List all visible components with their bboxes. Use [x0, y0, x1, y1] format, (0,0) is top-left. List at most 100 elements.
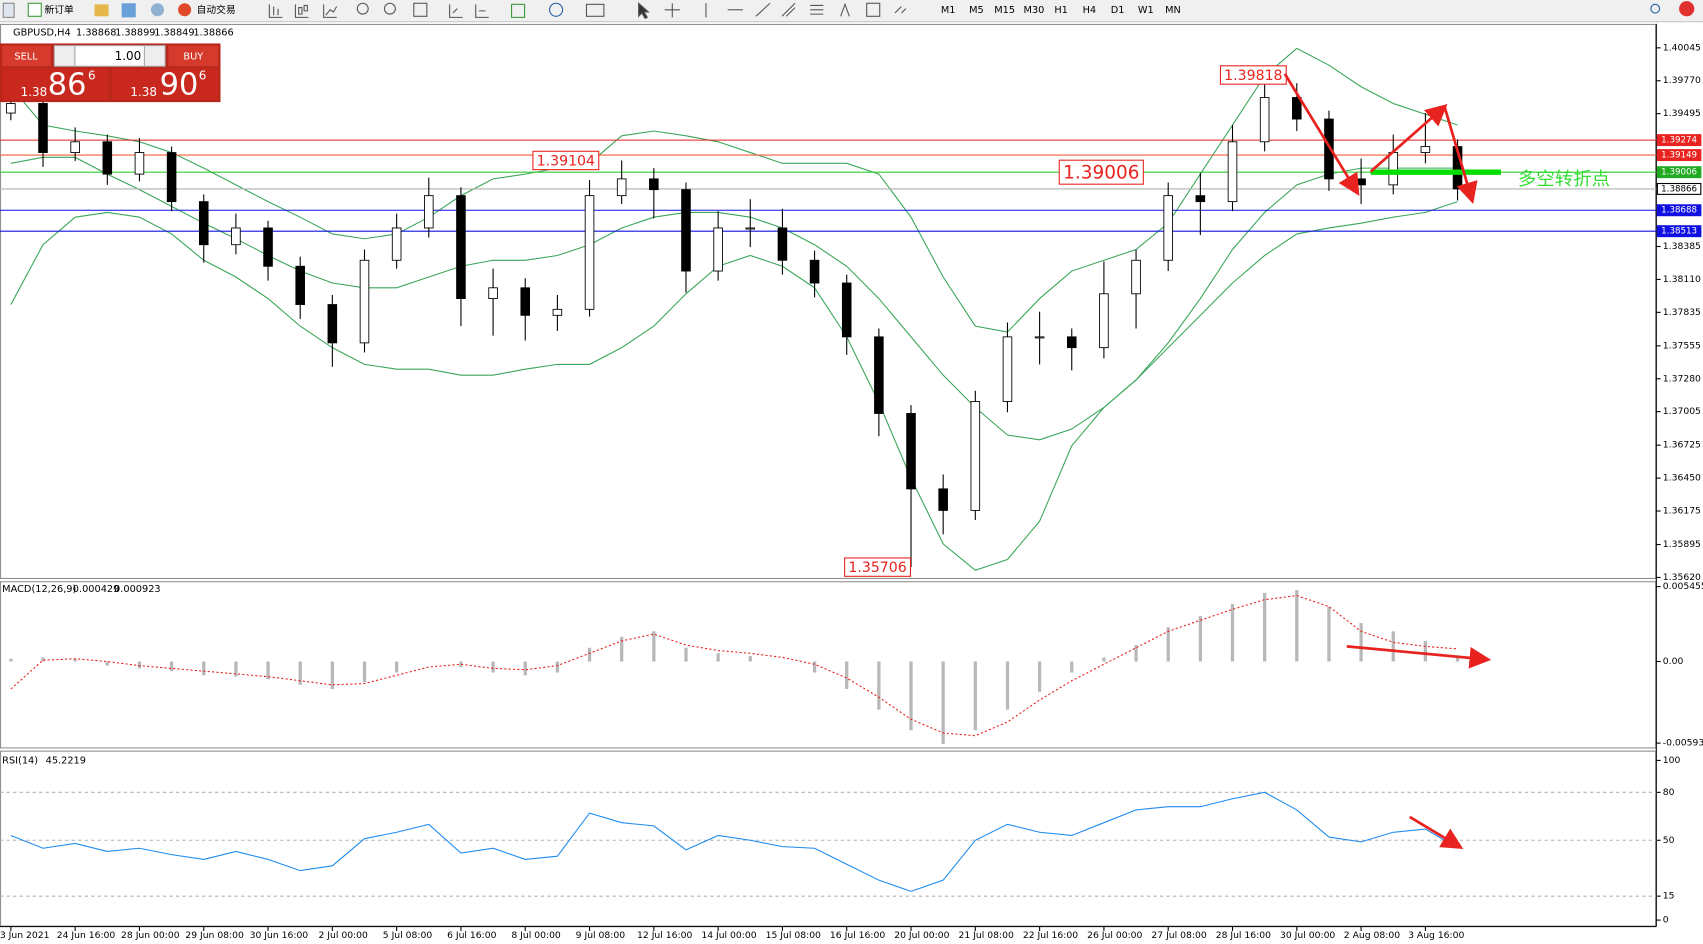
ask-price[interactable]: 1.38 90 6	[111, 67, 219, 102]
x-tick-label: 26 Jul 00:00	[1087, 930, 1142, 941]
candle-body	[456, 195, 466, 300]
indicators-icon[interactable]	[511, 3, 526, 18]
candle-body	[263, 227, 273, 267]
toolbar-icon[interactable]	[121, 3, 136, 18]
price-tag	[1656, 204, 1702, 217]
y-tick-label: 50	[1663, 835, 1675, 846]
y-tick-label: -0.005938	[1663, 738, 1703, 749]
zoom-in-icon[interactable]	[356, 2, 369, 15]
timeframe-button[interactable]: M30	[1024, 5, 1045, 16]
trendline-icon[interactable]	[755, 2, 771, 17]
y-tick-label: 1.37835	[1663, 307, 1701, 318]
macd-panel	[0, 581, 1657, 749]
candle-body	[938, 488, 948, 511]
candle-body	[874, 336, 884, 414]
price-tag	[1656, 134, 1702, 147]
bid-price[interactable]: 1.38 86 6	[2, 67, 109, 102]
line-chart-icon[interactable]	[323, 4, 338, 18]
arrows-icon[interactable]	[894, 6, 907, 14]
sell-bg	[2, 45, 52, 67]
timeframe-button[interactable]: M1	[941, 5, 956, 16]
x-tick-label: 30 Jul 00:00	[1280, 930, 1335, 941]
bar-chart-icon[interactable]	[268, 4, 283, 18]
crosshair-icon[interactable]	[664, 3, 680, 18]
signal-value: 0.000923	[114, 584, 161, 595]
x-tick-label: 3 Aug 16:00	[1408, 930, 1464, 941]
channel-icon[interactable]	[781, 2, 796, 17]
price-tag	[1656, 166, 1702, 179]
shift-icon[interactable]	[475, 4, 489, 18]
candle-body	[198, 201, 209, 246]
timeframe-button[interactable]: D1	[1111, 5, 1125, 16]
fibo-icon[interactable]	[810, 4, 824, 15]
candle-body	[6, 103, 16, 114]
candle-body	[1420, 146, 1431, 153]
candle-body	[520, 287, 531, 316]
timeframe-button[interactable]: W1	[1138, 5, 1154, 16]
rsi-title: RSI(14)	[2, 755, 38, 766]
arrow	[1369, 103, 1448, 173]
timeframe-button[interactable]: MN	[1165, 5, 1181, 16]
autoscroll-icon[interactable]	[449, 4, 463, 18]
candle-body	[713, 227, 723, 272]
zoom-out-icon[interactable]	[383, 2, 396, 15]
toolbar	[0, 0, 1703, 22]
volume-up[interactable]	[143, 45, 166, 67]
volume-down[interactable]	[53, 45, 76, 67]
x-tick-label: 6 Jul 16:00	[447, 930, 497, 941]
templates-icon[interactable]	[585, 3, 605, 17]
y-tick-label: 1.35895	[1663, 539, 1701, 550]
price-annotation-box	[532, 150, 600, 171]
x-tick-label: 15 Jul 08:00	[766, 930, 821, 941]
periods-icon[interactable]	[549, 2, 564, 17]
timeframe-button[interactable]: H4	[1083, 5, 1097, 16]
x-tick-label: 12 Jul 16:00	[637, 930, 692, 941]
y-tick-label: 0.00	[1663, 656, 1684, 667]
y-tick-label: 1.39770	[1663, 75, 1701, 86]
candle-body	[1292, 97, 1302, 120]
new-order-button[interactable]: 新订单	[27, 2, 74, 17]
candle-body	[841, 282, 852, 338]
y-tick-label: 80	[1663, 787, 1675, 798]
new-order-icon	[27, 2, 42, 17]
candle-body	[1099, 293, 1109, 349]
tile-icon[interactable]	[413, 2, 428, 17]
menu-icon[interactable]	[2, 2, 15, 18]
y-tick-label: 1.37280	[1663, 373, 1701, 384]
auto-trading-button[interactable]: 自动交易	[178, 3, 236, 17]
search-icon[interactable]	[1650, 3, 1661, 14]
candle-body	[649, 178, 659, 191]
timeframe-button[interactable]: H1	[1054, 5, 1068, 16]
arrow	[1346, 645, 1492, 669]
toolbar-icon[interactable]	[150, 3, 165, 17]
candle-body	[359, 259, 370, 344]
rsi-value: 45.2219	[46, 755, 86, 766]
price-annotation-box	[1058, 159, 1144, 185]
cursor-icon[interactable]	[638, 2, 650, 20]
buy-label: BUY	[183, 51, 203, 62]
timeframe-button[interactable]: M5	[969, 5, 984, 16]
label-icon[interactable]	[866, 2, 881, 17]
notification-badge[interactable]	[1679, 1, 1695, 17]
buy-button[interactable]: BUY	[168, 45, 219, 67]
band-upper	[10, 47, 1458, 333]
timeframe-button[interactable]: M15	[994, 5, 1015, 16]
macd-value: 0.000429	[73, 584, 120, 595]
candle-body	[1131, 259, 1141, 295]
candle-body	[1163, 195, 1173, 261]
text-icon[interactable]	[840, 2, 850, 17]
price-annotation-box	[844, 557, 912, 577]
buy-bg	[168, 45, 219, 67]
candle-body	[777, 227, 788, 261]
header-value: 1.38868	[76, 28, 116, 39]
y-tick-label: 1.39495	[1663, 108, 1701, 119]
toolbar-icon[interactable]	[94, 4, 109, 17]
candle-chart-icon[interactable]	[294, 4, 309, 18]
sell-button[interactable]: SELL	[2, 45, 52, 67]
x-tick-label: 29 Jun 08:00	[185, 930, 244, 941]
x-tick-label: 28 Jul 16:00	[1216, 930, 1271, 941]
candle-body	[1259, 97, 1270, 143]
arrow	[1409, 815, 1464, 850]
